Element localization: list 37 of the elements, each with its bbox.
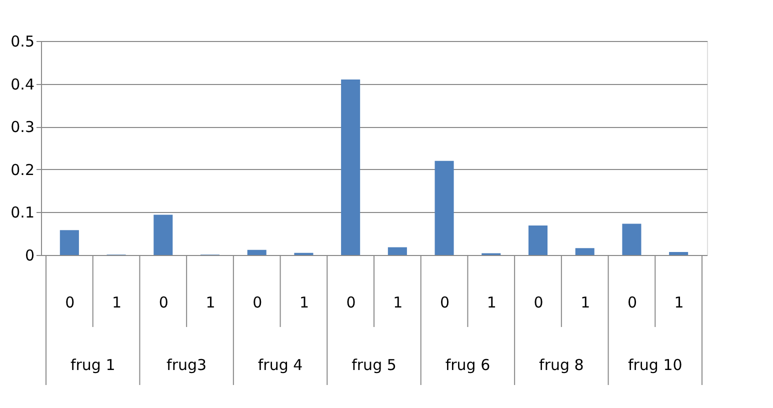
x-tick-label: 1 (299, 294, 309, 312)
x-tick-label: 0 (252, 294, 262, 312)
bar (60, 230, 79, 255)
x-tick-label: 0 (346, 294, 356, 312)
x-tick-label: 0 (534, 294, 544, 312)
x-tick-label: 1 (206, 294, 216, 312)
x-tick-label: 1 (580, 294, 590, 312)
y-tick-label: 0.5 (10, 32, 34, 50)
y-tick-label: 0 (24, 246, 34, 264)
x-tick-label: 0 (65, 294, 75, 312)
bar (528, 225, 548, 255)
text: frug 1 (70, 356, 116, 374)
x-tick-label: 0 (440, 294, 450, 312)
x-tick-label: 1 (393, 294, 403, 312)
text: frug 6 (445, 356, 490, 374)
x-tick-label: 0 (627, 294, 637, 312)
x-tick-label: 1 (112, 294, 122, 312)
text: frug3 (166, 356, 207, 374)
x-tick-label: 1 (674, 294, 684, 312)
text: frug 8 (539, 356, 584, 374)
bar (434, 160, 454, 255)
x-tick-label: 1 (486, 294, 496, 312)
bar (154, 214, 173, 255)
text: frug 4 (258, 356, 303, 374)
y-tick-label: 0.2 (10, 160, 34, 179)
bar (575, 248, 594, 255)
bar (341, 80, 360, 255)
y-tick-label: 0.4 (10, 75, 34, 94)
text: frug 10 (628, 356, 682, 374)
bar (622, 224, 642, 255)
y-tick-label: 0.1 (10, 204, 34, 222)
text: frug 5 (352, 356, 396, 374)
x-tick-label: 0 (158, 294, 168, 312)
bar (247, 250, 266, 255)
bar (669, 252, 688, 255)
y-tick-label: 0.3 (10, 118, 34, 136)
bar (388, 247, 407, 255)
